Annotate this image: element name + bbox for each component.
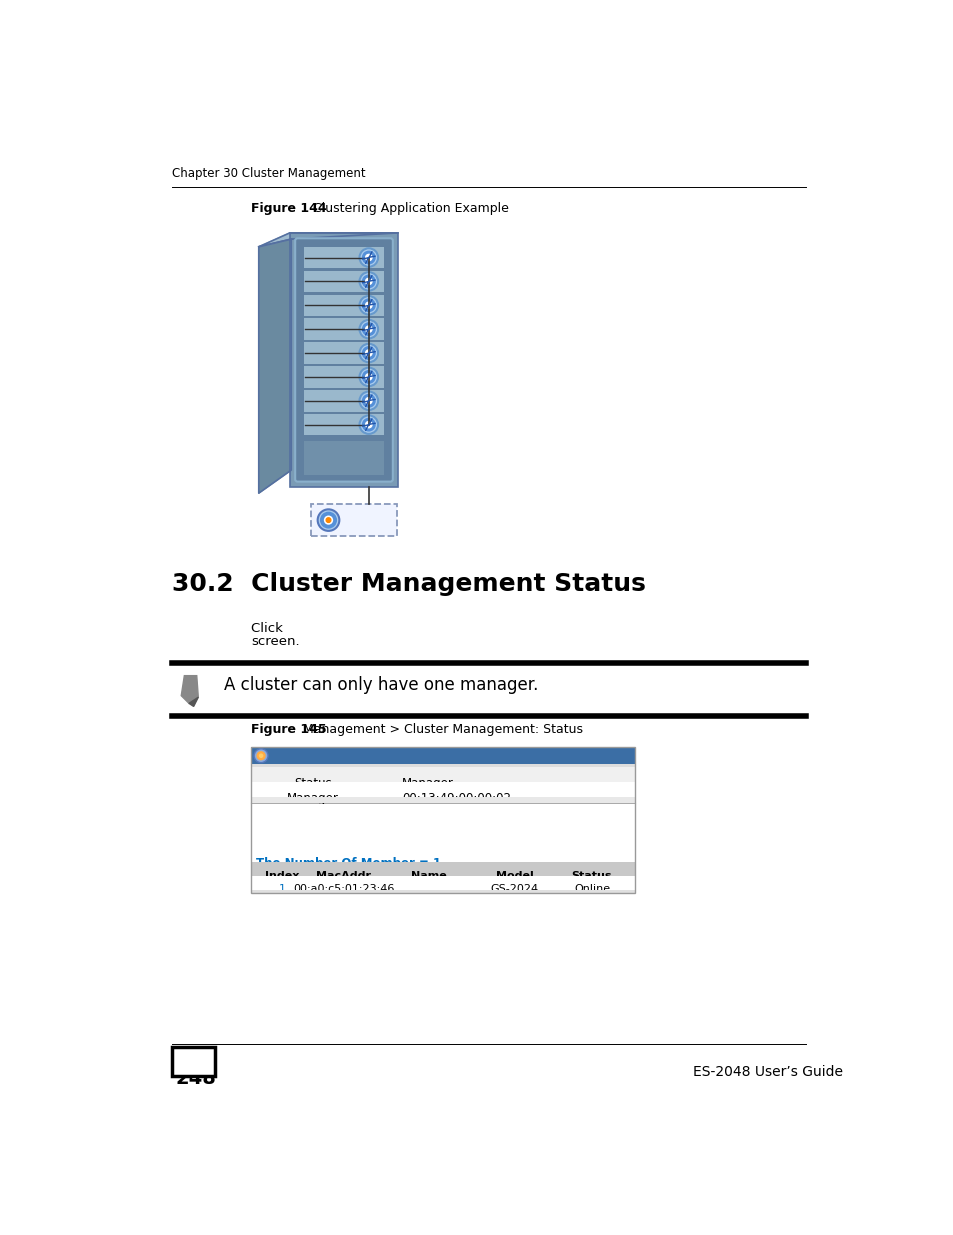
Circle shape bbox=[359, 248, 377, 267]
FancyBboxPatch shape bbox=[311, 504, 396, 536]
Text: A cluster can only have one manager.: A cluster can only have one manager. bbox=[224, 677, 537, 694]
Text: MacAddr: MacAddr bbox=[316, 871, 371, 882]
FancyBboxPatch shape bbox=[303, 366, 384, 388]
FancyBboxPatch shape bbox=[303, 319, 384, 340]
Circle shape bbox=[361, 299, 375, 312]
FancyBboxPatch shape bbox=[251, 764, 635, 767]
FancyBboxPatch shape bbox=[251, 889, 635, 893]
FancyBboxPatch shape bbox=[303, 294, 384, 316]
Circle shape bbox=[365, 253, 373, 262]
Circle shape bbox=[359, 272, 377, 290]
Circle shape bbox=[365, 373, 373, 380]
Text: 00:a0:c5:01:23:46: 00:a0:c5:01:23:46 bbox=[293, 884, 395, 894]
Polygon shape bbox=[258, 233, 397, 247]
Text: 30.2  Cluster Management Status: 30.2 Cluster Management Status bbox=[172, 572, 645, 597]
Circle shape bbox=[365, 396, 373, 405]
Circle shape bbox=[317, 509, 339, 531]
Text: GS-2024: GS-2024 bbox=[490, 884, 538, 894]
Circle shape bbox=[361, 394, 375, 408]
Text: Click: Click bbox=[251, 621, 287, 635]
Text: ES-2048 User’s Guide: ES-2048 User’s Guide bbox=[692, 1066, 841, 1079]
Circle shape bbox=[365, 421, 373, 429]
Text: Chapter 30 Cluster Management: Chapter 30 Cluster Management bbox=[172, 168, 365, 180]
FancyBboxPatch shape bbox=[294, 238, 393, 482]
Circle shape bbox=[256, 751, 266, 761]
Text: Figure 144: Figure 144 bbox=[251, 203, 326, 215]
Polygon shape bbox=[258, 240, 291, 493]
Circle shape bbox=[361, 251, 375, 264]
Polygon shape bbox=[181, 676, 198, 704]
Text: 1: 1 bbox=[278, 884, 285, 894]
Circle shape bbox=[361, 346, 375, 359]
Circle shape bbox=[361, 370, 375, 384]
Text: Status: Status bbox=[571, 871, 612, 882]
FancyBboxPatch shape bbox=[303, 270, 384, 293]
FancyBboxPatch shape bbox=[303, 390, 384, 411]
Circle shape bbox=[365, 278, 373, 285]
Text: Status: Status bbox=[294, 777, 332, 789]
Circle shape bbox=[319, 511, 336, 529]
Text: Figure 145: Figure 145 bbox=[251, 724, 326, 736]
Circle shape bbox=[361, 274, 375, 288]
Text: Online: Online bbox=[574, 884, 609, 894]
Text: 248: 248 bbox=[174, 1070, 215, 1088]
FancyBboxPatch shape bbox=[251, 767, 635, 782]
FancyBboxPatch shape bbox=[251, 876, 635, 889]
Text: screen.: screen. bbox=[251, 635, 299, 648]
FancyBboxPatch shape bbox=[251, 862, 635, 876]
Text: Name: Name bbox=[411, 871, 447, 882]
Circle shape bbox=[253, 748, 268, 763]
FancyBboxPatch shape bbox=[251, 798, 635, 804]
FancyBboxPatch shape bbox=[251, 782, 635, 798]
Circle shape bbox=[359, 296, 377, 315]
Polygon shape bbox=[189, 698, 198, 706]
Text: A: A bbox=[342, 516, 351, 530]
Text: Manager: Manager bbox=[402, 777, 454, 789]
Text: Index: Index bbox=[265, 871, 299, 882]
Circle shape bbox=[323, 515, 333, 525]
FancyBboxPatch shape bbox=[303, 342, 384, 364]
Circle shape bbox=[326, 517, 331, 522]
Circle shape bbox=[359, 415, 377, 433]
FancyBboxPatch shape bbox=[303, 247, 384, 268]
Circle shape bbox=[365, 350, 373, 357]
Circle shape bbox=[359, 320, 377, 338]
Circle shape bbox=[365, 301, 373, 309]
Text: Configuration: Configuration bbox=[551, 758, 631, 772]
Text: 00:13:49:00:00:02: 00:13:49:00:00:02 bbox=[402, 792, 511, 805]
Text: Model: Model bbox=[496, 871, 533, 882]
Circle shape bbox=[361, 417, 375, 431]
Text: Clustering Management Status: Clustering Management Status bbox=[273, 758, 478, 772]
Circle shape bbox=[359, 368, 377, 387]
Text: Clustering Application Example: Clustering Application Example bbox=[300, 203, 508, 215]
FancyBboxPatch shape bbox=[251, 804, 635, 846]
Circle shape bbox=[359, 343, 377, 362]
FancyBboxPatch shape bbox=[290, 233, 397, 487]
FancyBboxPatch shape bbox=[172, 1047, 215, 1076]
Circle shape bbox=[258, 753, 263, 758]
Circle shape bbox=[365, 325, 373, 333]
Text: Management > Cluster Management: Status: Management > Cluster Management: Status bbox=[291, 724, 582, 736]
Text: Manager: Manager bbox=[287, 792, 338, 805]
Circle shape bbox=[359, 391, 377, 410]
FancyBboxPatch shape bbox=[303, 441, 384, 475]
FancyBboxPatch shape bbox=[303, 414, 384, 436]
FancyBboxPatch shape bbox=[251, 747, 635, 764]
Text: The Number Of Member = 1: The Number Of Member = 1 bbox=[255, 857, 440, 871]
Circle shape bbox=[361, 322, 375, 336]
